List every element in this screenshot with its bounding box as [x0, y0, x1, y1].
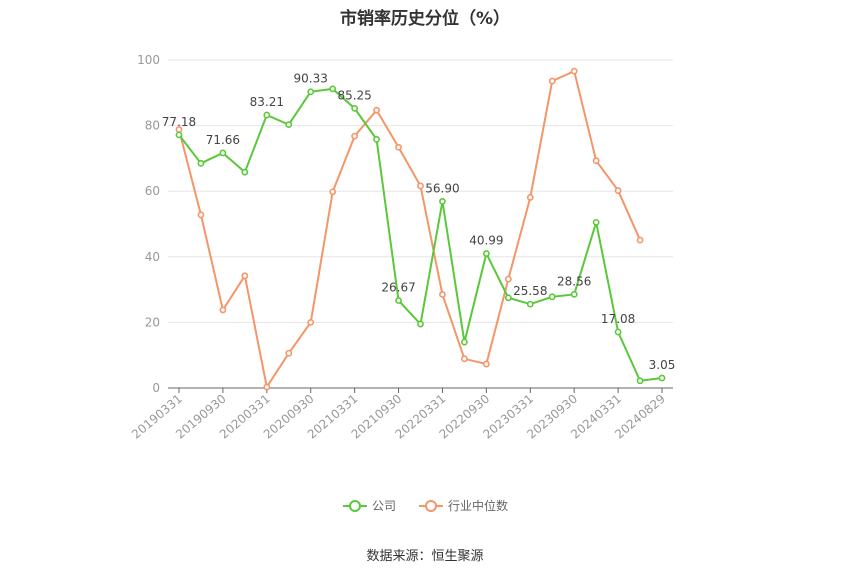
industry-series-point — [439, 291, 446, 298]
grid-lines: 0 20 40 60 80 100 — [137, 53, 673, 395]
data-label: 17.08 — [601, 312, 635, 326]
data-label: 40.99 — [469, 234, 503, 248]
company-series-point — [570, 290, 578, 298]
data-label: 26.67 — [381, 281, 415, 295]
series-lines — [175, 67, 666, 391]
industry-series-point — [285, 349, 293, 357]
company-series-point — [373, 135, 380, 143]
industry-series-point — [263, 383, 271, 391]
data-label: 85.25 — [337, 88, 371, 102]
data-label: 56.90 — [425, 181, 459, 195]
legend-company-marker-icon — [342, 499, 367, 512]
company-series-point — [548, 293, 556, 301]
legend-item-industry[interactable]: 行业中位数 — [418, 497, 508, 514]
company-series-point — [592, 218, 600, 226]
company-series-point — [175, 131, 183, 139]
company-series-point — [219, 149, 227, 157]
legend-industry-marker-icon — [419, 499, 443, 512]
legend: 公司 行业中位数 — [0, 497, 850, 514]
company-series-point — [504, 294, 512, 302]
industry-series-point — [351, 132, 359, 140]
company-series-point — [636, 377, 644, 385]
company-series-point — [614, 328, 622, 336]
industry-series-point — [614, 187, 622, 194]
company-series-point — [329, 85, 337, 93]
industry-series-point — [548, 77, 556, 85]
company-series-point — [439, 197, 446, 205]
industry-series-line — [178, 70, 641, 389]
y-tick-label: 100 — [137, 53, 160, 67]
data-label: 90.33 — [294, 72, 328, 86]
company-series-point — [263, 111, 271, 119]
company-series-point — [658, 374, 666, 382]
company-series-point — [461, 338, 468, 346]
legend-company-label: 公司 — [371, 499, 396, 513]
industry-series-point — [636, 236, 644, 244]
legend-industry-label: 行业中位数 — [448, 499, 509, 513]
x-axis: 2019033120190930202003312020093020210331… — [129, 387, 673, 442]
industry-series-point — [570, 67, 578, 75]
industry-series-point — [219, 306, 227, 314]
industry-series-point — [329, 188, 337, 196]
industry-series-point — [373, 106, 380, 114]
company-series-point — [395, 297, 402, 304]
y-tick-label: 60 — [145, 184, 160, 198]
industry-series-point — [592, 157, 600, 165]
company-series-point — [307, 88, 315, 96]
data-label: 71.66 — [206, 133, 240, 147]
chart-plot: 0 20 40 60 80 100 201903312019093020200331202… — [129, 53, 676, 442]
industry-series-point — [461, 355, 468, 363]
company-series-point — [241, 168, 249, 176]
y-tick-label: 0 — [152, 381, 160, 395]
source-note: 数据来源：恒生聚源 — [366, 549, 484, 564]
company-series-point — [351, 104, 359, 112]
y-tick-label: 20 — [145, 315, 160, 329]
data-label: 25.58 — [513, 284, 547, 298]
industry-series-point — [241, 272, 249, 280]
y-tick-label: 40 — [145, 250, 160, 264]
industry-series-point — [504, 275, 512, 283]
company-series-point — [482, 250, 490, 257]
data-label: 28.56 — [557, 274, 591, 288]
data-labels: 77.18 71.66 83.21 90.33 85.25 26.67 56.90 40.99… — [162, 72, 676, 372]
data-label: 83.21 — [250, 95, 284, 109]
company-series-point — [526, 300, 534, 308]
y-tick-label: 80 — [145, 119, 160, 133]
company-series-point — [285, 121, 293, 129]
industry-series-point — [482, 360, 490, 368]
company-series-point — [417, 320, 424, 328]
industry-series-point — [197, 211, 205, 219]
legend-item-company[interactable]: 公司 — [342, 497, 396, 514]
industry-series-point — [307, 318, 315, 326]
industry-series-point — [417, 182, 424, 190]
company-series-point — [197, 159, 205, 167]
industry-series-point — [395, 143, 402, 151]
industry-series-point — [526, 194, 534, 201]
data-label: 77.18 — [162, 115, 196, 129]
chart-title: 市销率历史分位（%） — [339, 9, 511, 29]
data-label: 3.05 — [649, 358, 676, 372]
